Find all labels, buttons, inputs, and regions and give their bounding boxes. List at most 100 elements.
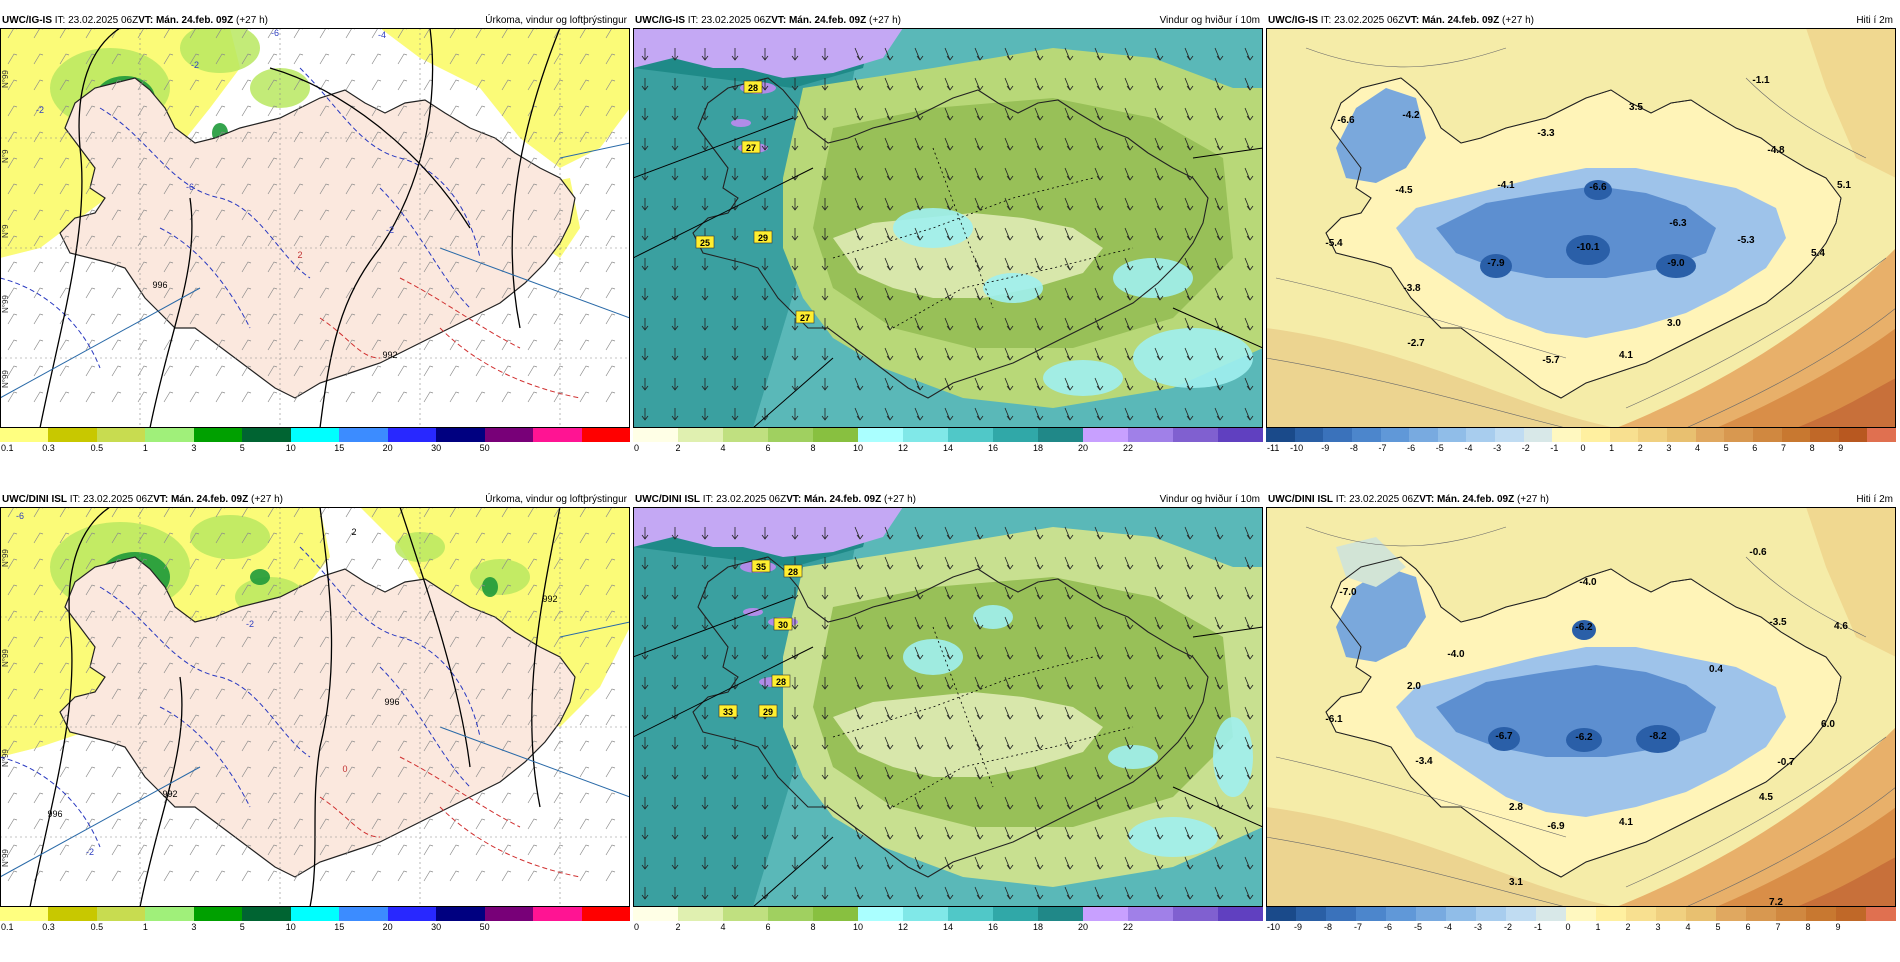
valid-time: VT: Mán. 24.feb. 09Z	[153, 494, 249, 505]
colorbar-tick-label: 10	[852, 922, 864, 932]
colorbar-swatch	[1666, 428, 1696, 442]
contour-value-label: -6	[186, 182, 194, 192]
panel-title: Vindur og hviður í 10m	[1159, 15, 1260, 26]
grid-latitude-label: N°99	[1, 549, 10, 567]
lead-time: (+27 h)	[884, 494, 916, 505]
colorbar-tick-label: 7	[1775, 922, 1781, 932]
precip-map: -6 2 -2 -2 0 996 992 992 996 N°99 N°99 N°99 N°99	[0, 507, 630, 907]
model-name: UWC/DINI ISL	[635, 494, 700, 505]
colorbar-ticks: -11 -10 -9 -8 -7 -6 -5 -4 -3 -2 -1 0 1 2 3 4 5 6 7 8 9	[1266, 443, 1896, 455]
temperature-value-label: 3.5	[1629, 102, 1643, 113]
colorbar-tick-label: 1	[1595, 922, 1601, 932]
colorbar-tick-label: 8	[1809, 443, 1815, 453]
colorbar	[1266, 907, 1896, 921]
colorbar-tick-label: -5	[1435, 443, 1444, 453]
colorbar-swatch	[1716, 907, 1746, 921]
colorbar-swatch	[48, 907, 97, 921]
lead-time: (+27 h)	[251, 494, 283, 505]
colorbar-swatch	[339, 428, 388, 442]
colorbar-swatch	[1351, 428, 1381, 442]
panel-header: UWC/IG-IS IT: 23.02.2025 06ZVT: Mán. 24.…	[0, 13, 630, 28]
colorbar-swatch	[813, 428, 858, 442]
colorbar-swatch	[1326, 907, 1356, 921]
init-time: IT: 23.02.2025 06Z	[1320, 15, 1405, 26]
temperature-value-label: -6.2	[1575, 732, 1593, 743]
temperature-value-label: -6.6	[1589, 182, 1607, 193]
colorbar-tick-label: 30	[431, 443, 442, 453]
colorbar-ticks: -10 -9 -8 -7 -6 -5 -4 -3 -2 -1 0 1 2 3 4 5 6 7 8 9	[1266, 922, 1896, 934]
contour-value-label: 2	[297, 250, 302, 260]
colorbar-swatch	[633, 428, 678, 442]
grid-latitude-label: N°99	[1, 749, 10, 767]
panel-title: Úrkoma, vindur og loftþrýstingur	[485, 494, 627, 505]
colorbar-swatch	[903, 907, 948, 921]
temperature-value-label: -6.6	[1337, 115, 1355, 126]
grid-latitude-label: N°99	[1, 849, 10, 867]
init-time: IT: 23.02.2025 06Z	[54, 15, 139, 26]
temperature-value-label: 2.8	[1509, 802, 1523, 813]
colorbar-swatch	[533, 907, 582, 921]
valid-time: VT: Mán. 24.feb. 09Z	[786, 494, 882, 505]
temperature-value-label: -5.4	[1325, 238, 1343, 249]
colorbar-swatch	[533, 428, 582, 442]
temperature-value-label: 2.0	[1407, 681, 1421, 692]
colorbar-tick-label: -2	[1521, 443, 1530, 453]
model-name: UWC/DINI ISL	[1268, 494, 1333, 505]
gust-max-label: 28	[771, 674, 791, 688]
colorbar-tick-label: 1	[142, 443, 148, 453]
contour-value-label: -2	[246, 619, 254, 629]
model-name: UWC/DINI ISL	[2, 494, 67, 505]
map-panel-temp-dini: UWC/DINI ISL IT: 23.02.2025 06ZVT: Mán. …	[1266, 492, 1896, 962]
colorbar-swatch	[1836, 907, 1866, 921]
colorbar-tick-label: 14	[942, 922, 954, 932]
colorbar-tick-label: 6	[765, 922, 771, 932]
colorbar-swatch	[0, 428, 49, 442]
colorbar-tick-label: -10	[1290, 443, 1304, 453]
colorbar-swatch	[1581, 428, 1610, 442]
colorbar-swatch	[1695, 428, 1725, 442]
panel-title: Hiti í 2m	[1856, 494, 1893, 505]
colorbar-swatch	[242, 428, 291, 442]
valid-time: VT: Mán. 24.feb. 09Z	[1419, 494, 1515, 505]
colorbar-tick-label: 0.5	[90, 922, 104, 932]
colorbar-tick-label: 0.5	[90, 443, 104, 453]
colorbar-swatch	[1409, 428, 1438, 442]
map-panel-temp-igis: UWC/IG-IS IT: 23.02.2025 06ZVT: Mán. 24.…	[1266, 13, 1897, 483]
colorbar-tick-label: 5	[1715, 922, 1721, 932]
lead-time: (+27 h)	[1517, 494, 1549, 505]
map-canvas: -2 -6 -6 -4 -2 2 -2 996 992 N°99 N°9 N°9 N°99 N°99	[0, 28, 630, 428]
contour-value-label: 992	[382, 350, 397, 360]
contour-value-label: -6	[16, 511, 24, 521]
colorbar-tick-label: -1	[1533, 922, 1543, 932]
colorbar	[1266, 428, 1897, 442]
colorbar-tick-label: 2	[1637, 443, 1643, 453]
gust-max-label: 25	[695, 235, 715, 249]
colorbar-tick-label: 0.3	[42, 443, 55, 453]
panel-title: Vindur og hviður í 10m	[1159, 494, 1260, 505]
colorbar-swatch	[1838, 428, 1868, 442]
model-name: UWC/IG-IS	[1268, 15, 1318, 26]
colorbar-tick-label: 0	[634, 443, 640, 453]
colorbar	[633, 428, 1263, 442]
colorbar-tick-label: 30	[431, 922, 442, 932]
colorbar-swatch	[813, 907, 858, 921]
temperature-value-label: -7.9	[1487, 258, 1505, 269]
colorbar-swatch	[581, 907, 631, 921]
colorbar-tick-label: 22	[1122, 443, 1134, 453]
colorbar-swatch	[1218, 428, 1263, 442]
colorbar-ticks: 0 2 4 6 8 10 12 14 16 18 20 22	[633, 922, 1263, 934]
colorbar-tick-label: 5	[1723, 443, 1729, 453]
colorbar-tick-label: 3	[1666, 443, 1672, 453]
colorbar-swatch	[145, 428, 194, 442]
svg-text:28: 28	[748, 83, 758, 93]
colorbar-swatch	[633, 907, 678, 921]
colorbar-tick-label: 8	[1805, 922, 1811, 932]
temperature-value-label: -5.3	[1737, 235, 1755, 246]
colorbar-tick-label: 15	[334, 922, 345, 932]
colorbar-tick-label: 10	[285, 922, 296, 932]
gust-max-label: 30	[773, 617, 793, 631]
colorbar-swatch	[1356, 907, 1386, 921]
colorbar-tick-label: 0.1	[1, 443, 14, 453]
colorbar-tick-label: 16	[987, 922, 999, 932]
colorbar-tick-label: -9	[1321, 443, 1330, 453]
